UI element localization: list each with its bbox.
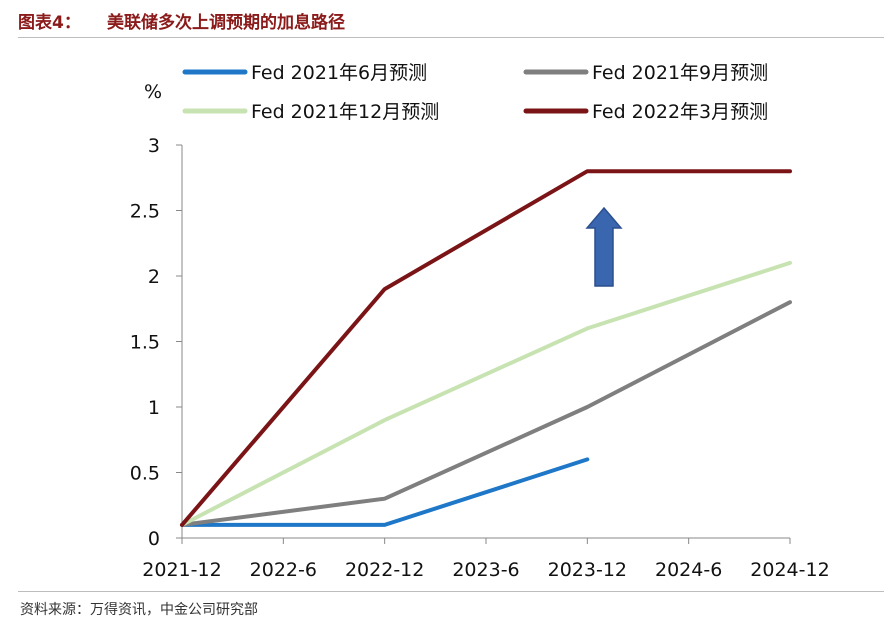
series-line-3: [180, 169, 792, 527]
figure-header: 图表4： 美联储多次上调预期的加息路径: [0, 0, 887, 38]
y-tick-label: 2: [148, 266, 160, 288]
up-arrow-shape: [585, 206, 623, 287]
series-line-1: [180, 300, 792, 527]
x-tick-label: 2021-12: [142, 559, 221, 581]
legend-label: Fed 2021年12月预测: [251, 101, 439, 123]
legend-label: Fed 2021年9月预测: [592, 62, 768, 84]
x-tick-label: 2023-6: [452, 559, 519, 581]
y-tick-label: 1: [148, 397, 160, 419]
x-tick-label: 2023-12: [548, 559, 627, 581]
up-arrow-icon: [585, 206, 623, 287]
line-chart: Fed 2021年6月预测 Fed 2021年9月预测 Fed 2021年12月预测…: [130, 62, 830, 581]
y-tick-label: 3: [148, 135, 160, 157]
x-tick-label: 2024-6: [655, 559, 722, 581]
series-line-0: [180, 457, 590, 527]
series-line-2: [180, 260, 792, 527]
y-tick-label: 0.5: [130, 463, 160, 485]
chart-legend: Fed 2021年6月预测 Fed 2021年9月预测 Fed 2021年12月预测…: [182, 62, 768, 123]
header-divider: [18, 37, 884, 38]
legend-label: Fed 2022年3月预测: [592, 101, 768, 123]
chart-series: [180, 169, 792, 527]
x-tick-label: 2022-6: [250, 559, 317, 581]
source-note: 资料来源：万得资讯，中金公司研究部: [20, 602, 258, 618]
y-tick-label: 1.5: [130, 332, 160, 354]
y-axis-unit: %: [144, 81, 162, 103]
chart-axes: 0 0.5 1 1.5 2 2.5 3 2021-12 2022-6 2022-12 2023-6 2…: [130, 135, 830, 581]
x-tick-label: 2024-12: [750, 559, 829, 581]
x-tick-label: 2022-12: [345, 559, 424, 581]
y-tick-label: 2.5: [130, 201, 160, 223]
figure-title: 美联储多次上调预期的加息路径: [107, 13, 345, 33]
y-tick-label: 0: [148, 528, 160, 550]
footer-divider: [18, 591, 884, 592]
legend-label: Fed 2021年6月预测: [251, 62, 427, 84]
figure-label: 图表4：: [18, 13, 81, 33]
